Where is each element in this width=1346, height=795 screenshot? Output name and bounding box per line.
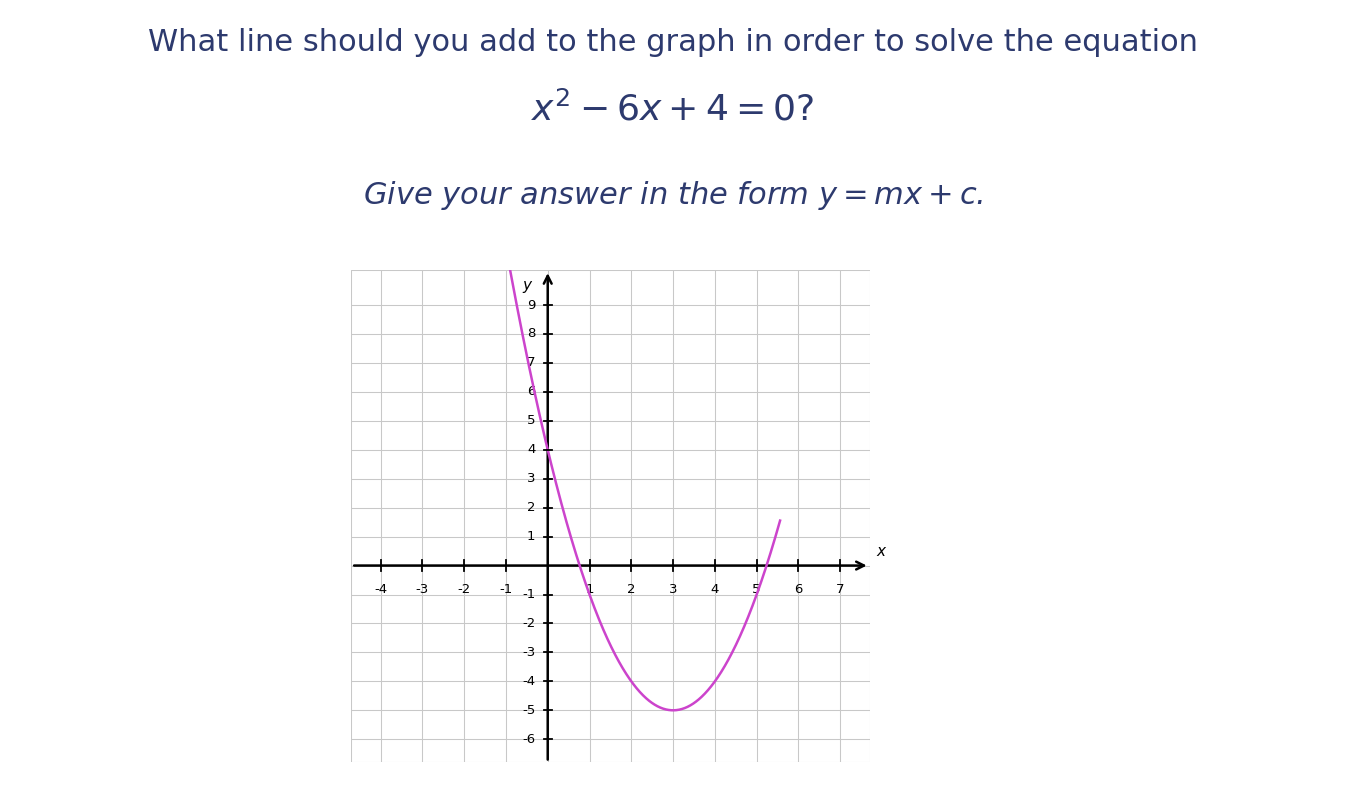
Text: 3: 3 [526, 472, 536, 485]
Text: $x$: $x$ [876, 545, 887, 559]
Text: -3: -3 [416, 584, 429, 596]
Text: -5: -5 [522, 704, 536, 717]
Text: 4: 4 [526, 444, 536, 456]
Text: 4: 4 [711, 584, 719, 596]
Text: -4: -4 [522, 675, 536, 688]
Text: -4: -4 [374, 584, 388, 596]
Text: 6: 6 [526, 386, 536, 398]
Text: -2: -2 [522, 617, 536, 630]
Text: 7: 7 [836, 584, 844, 596]
Text: -1: -1 [499, 584, 513, 596]
Text: -6: -6 [522, 733, 536, 746]
Text: 6: 6 [794, 584, 802, 596]
Text: -1: -1 [522, 588, 536, 601]
Text: -3: -3 [522, 646, 536, 659]
Text: 7: 7 [526, 356, 536, 370]
Text: 1: 1 [526, 530, 536, 543]
Text: 2: 2 [526, 501, 536, 514]
Text: 1: 1 [586, 584, 594, 596]
Text: 5: 5 [752, 584, 760, 596]
Text: 9: 9 [526, 299, 536, 312]
Text: 2: 2 [627, 584, 635, 596]
Text: 3: 3 [669, 584, 677, 596]
Text: Give your answer in the form $y = mx + c$.: Give your answer in the form $y = mx + c… [363, 179, 983, 212]
Text: $x^2 - 6x + 4 = 0$?: $x^2 - 6x + 4 = 0$? [532, 91, 814, 128]
Text: 8: 8 [526, 328, 536, 340]
Text: $y$: $y$ [521, 279, 533, 295]
Text: 5: 5 [526, 414, 536, 428]
Text: -2: -2 [458, 584, 471, 596]
Text: What line should you add to the graph in order to solve the equation: What line should you add to the graph in… [148, 28, 1198, 56]
